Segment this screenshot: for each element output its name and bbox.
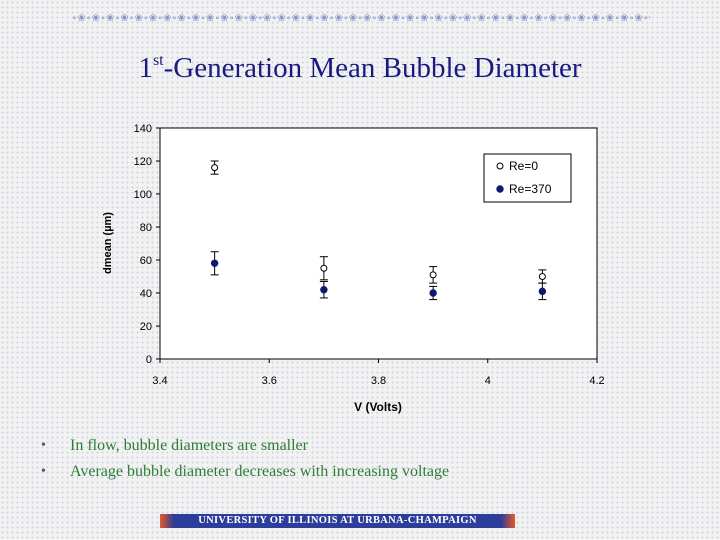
data-point: [211, 164, 219, 172]
y-tick-label: 80: [140, 222, 152, 234]
decorative-flourish-border: ∘❀∘❀∘❀∘❀∘❀∘❀∘❀∘❀∘❀∘❀∘❀∘❀∘❀∘❀∘❀∘❀∘❀∘❀∘❀∘❀…: [72, 13, 650, 24]
y-axis-label: dmean (µm): [102, 212, 114, 274]
legend-marker: [496, 185, 504, 193]
x-tick-label: 3.6: [262, 375, 277, 387]
bullet-text: Average bubble diameter decreases with i…: [70, 463, 450, 480]
legend-marker: [496, 162, 504, 170]
bullet-dot: •: [41, 438, 46, 453]
x-tick-label: 4: [485, 375, 491, 387]
legend-box: [483, 153, 572, 203]
data-marks-group: [210, 160, 547, 301]
y-tick-label: 140: [134, 123, 152, 135]
data-point: [538, 273, 546, 280]
bullet-text: In flow, bubble diameters are smaller: [70, 437, 308, 454]
y-tick-label: 0: [146, 354, 152, 366]
title-superscript: st: [152, 52, 164, 69]
y-tick-label: 40: [140, 288, 152, 300]
x-axis-label: V (Volts): [354, 400, 402, 414]
slide-title: 1st-Generation Mean Bubble Diameter: [0, 52, 720, 85]
legend: Re=0 Re=370: [483, 153, 572, 203]
bullet-dot: •: [41, 464, 46, 479]
x-tick-label: 3.8: [371, 375, 386, 387]
x-tick-label: 4.2: [589, 375, 604, 387]
data-point: [429, 289, 437, 297]
legend-label: Re=0: [509, 159, 538, 173]
y-tick-label: 120: [134, 156, 152, 168]
axes-group: 0 20 40 60 80 100 120 140 3.4 3.6 3.8 4 4.2: [134, 123, 605, 387]
data-point: [538, 287, 547, 296]
bullet-list: • In flow, bubble diameters are smaller •…: [38, 436, 449, 488]
y-tick-label: 60: [140, 255, 152, 267]
bullet-item: • In flow, bubble diameters are smaller: [38, 436, 449, 462]
bullet-item: • Average bubble diameter decreases with …: [38, 462, 449, 488]
data-point: [320, 286, 328, 294]
data-point: [210, 259, 219, 267]
university-footer-banner: UNIVERSITY OF ILLINOIS AT URBANA-CHAMPAI…: [160, 514, 515, 528]
data-point: [320, 264, 328, 272]
footer-text: UNIVERSITY OF ILLINOIS AT URBANA-CHAMPAI…: [198, 515, 477, 526]
title-main: -Generation Mean Bubble Diameter: [163, 52, 582, 84]
x-tick-label: 3.4: [152, 375, 167, 387]
y-tick-label: 20: [140, 321, 152, 333]
y-tick-label: 100: [134, 189, 152, 201]
data-point: [429, 271, 437, 279]
title-prefix: 1: [138, 52, 153, 84]
legend-label: Re=370: [509, 182, 552, 196]
